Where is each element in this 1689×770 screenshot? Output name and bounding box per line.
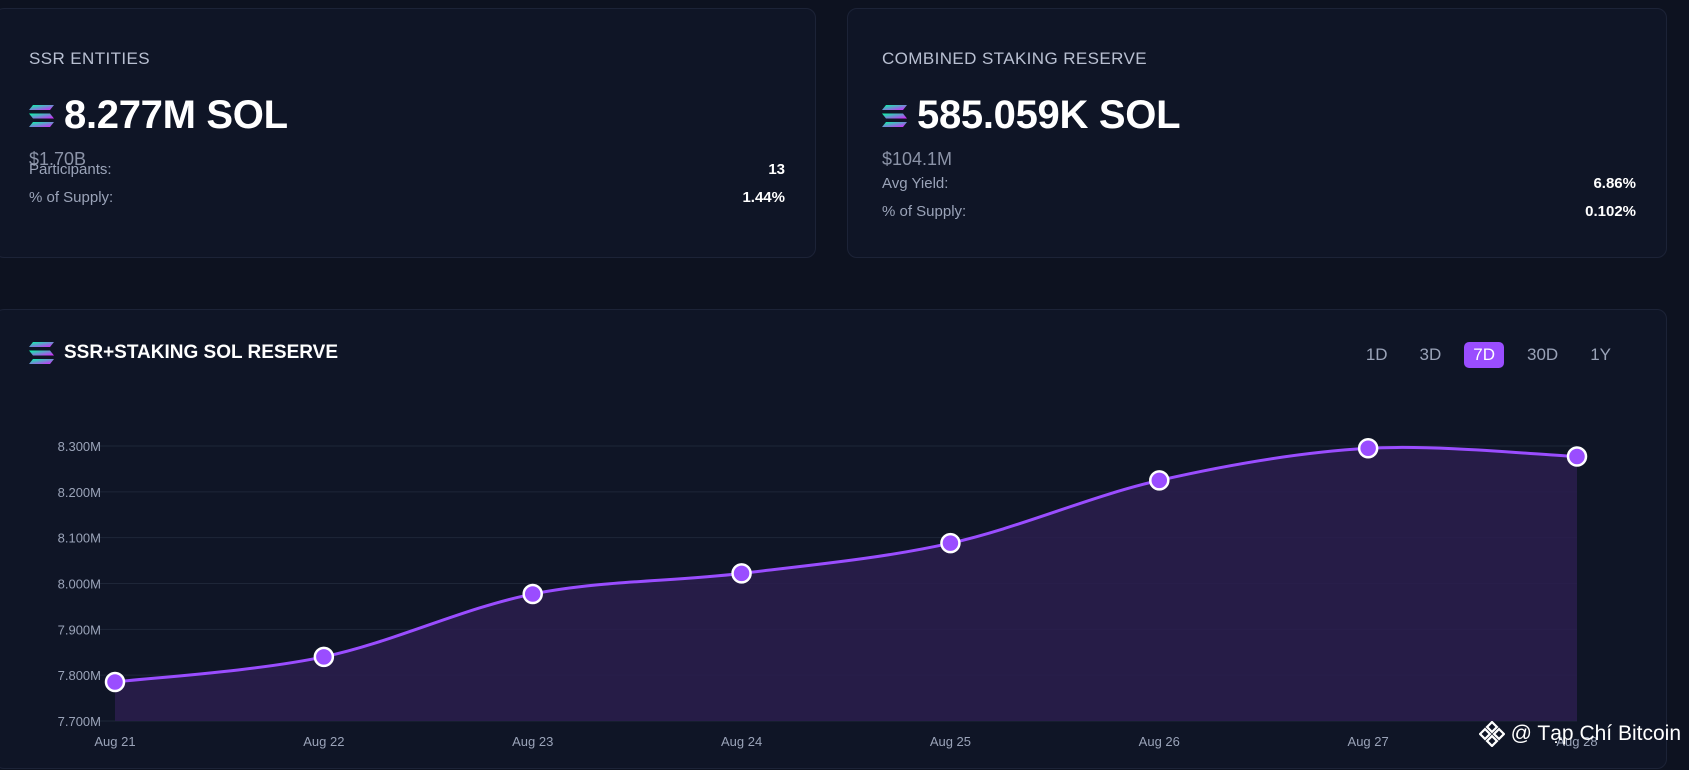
avg-yield-row: Avg Yield: 6.86% (882, 175, 1636, 192)
staking-reserve-value-row: 585.059K SOL (882, 93, 1181, 138)
x-tick-label: Aug 22 (303, 734, 344, 749)
y-tick-label: 8.100M (58, 531, 101, 546)
chart-title: SSR+STAKING SOL RESERVE (64, 342, 338, 363)
avg-yield-label: Avg Yield: (882, 175, 949, 192)
range-tab-1d[interactable]: 1D (1365, 345, 1388, 364)
data-point (522, 583, 543, 605)
ssr-supply-value: 1.44% (742, 189, 785, 206)
x-tick-label: Aug 23 (512, 734, 553, 749)
data-point (1566, 446, 1588, 467)
x-tick-label: Aug 21 (94, 734, 135, 749)
solana-icon (29, 104, 54, 127)
x-tick-label: Aug 26 (1139, 734, 1180, 749)
x-tick-label: Aug 28 (1556, 734, 1597, 749)
ssr-entities-value-row: 8.277M SOL (29, 93, 288, 138)
y-tick-label: 7.700M (58, 714, 101, 729)
area-fill (115, 447, 1577, 721)
staking-reserve-usd: $104.1M (882, 149, 953, 169)
staking-reserve-card: COMBINED STAKING RESERVE 585.059K SOL $1… (847, 8, 1667, 258)
ssr-supply-label: % of Supply: (29, 189, 114, 206)
solana-icon (29, 342, 54, 364)
data-point (104, 671, 126, 693)
x-tick-label: Aug 24 (721, 734, 762, 749)
ssr-entities-label: SSR ENTITIES (29, 49, 150, 68)
range-tab-3d[interactable]: 3D (1419, 345, 1442, 364)
y-tick-label: 8.000M (58, 577, 101, 592)
range-tab-30d[interactable]: 30D (1527, 345, 1559, 364)
data-point (731, 563, 752, 584)
avg-yield-value: 6.86% (1593, 175, 1636, 192)
y-tick-label: 8.300M (58, 439, 101, 454)
staking-supply-value: 0.102% (1585, 203, 1636, 220)
range-tab-7d[interactable]: 7D (1464, 342, 1505, 368)
participants-value: 13 (768, 161, 785, 178)
x-tick-label: Aug 25 (930, 734, 971, 749)
reserve-chart-card: 8.300M 8.200M 8.100M 8.000M 7.900M 7.800M 7.70… (0, 309, 1667, 769)
watermark-text: @ Tạp Chí Bitcoin (1510, 722, 1681, 745)
ssr-entities-value: 8.277M SOL (64, 93, 288, 137)
participants-row: Participants: 13 (29, 161, 785, 178)
ssr-supply-row: % of Supply: 1.44% (29, 189, 785, 206)
binance-icon (1478, 721, 1505, 747)
staking-reserve-label: COMBINED STAKING RESERVE (882, 49, 1147, 68)
ssr-entities-usd: $1.70B (29, 149, 87, 169)
solana-icon (882, 104, 907, 127)
data-point (1149, 470, 1170, 491)
staking-reserve-value: 585.059K SOL (917, 93, 1181, 137)
y-tick-label: 8.200M (58, 485, 101, 500)
data-point (1357, 438, 1379, 459)
reserve-chart: 8.300M 8.200M 8.100M 8.000M 7.900M 7.800M 7.70… (58, 438, 1598, 749)
chart-header: SSR+STAKING SOL RESERVE (29, 342, 338, 364)
series-line (114, 445, 1578, 684)
data-point (940, 532, 961, 554)
y-tick-label: 7.800M (58, 668, 101, 683)
participants-label: Participants: (29, 161, 112, 178)
staking-supply-label: % of Supply: (882, 203, 967, 220)
staking-supply-row: % of Supply: 0.102% (882, 203, 1636, 220)
ssr-entities-card: SSR ENTITIES 8.277M SOL $1.70B Participa… (0, 8, 816, 258)
x-tick-label: Aug 27 (1348, 734, 1389, 749)
watermark: @ Tạp Chí Bitcoin (1478, 721, 1681, 747)
y-tick-label: 7.900M (58, 622, 101, 637)
range-tabs: 1D 3D 7D 30D 1Y (1357, 342, 1620, 368)
data-point (313, 646, 335, 668)
range-tab-1y[interactable]: 1Y (1590, 345, 1611, 364)
